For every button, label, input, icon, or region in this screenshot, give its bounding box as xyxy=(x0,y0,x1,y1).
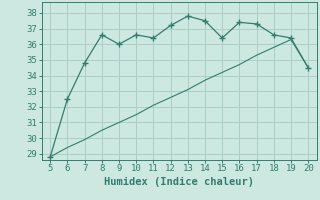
X-axis label: Humidex (Indice chaleur): Humidex (Indice chaleur) xyxy=(104,177,254,187)
